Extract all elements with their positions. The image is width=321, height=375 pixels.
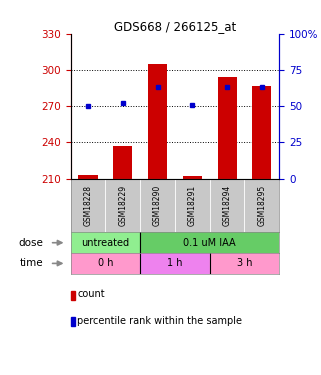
Text: GSM18290: GSM18290 bbox=[153, 185, 162, 226]
Bar bbox=[113, 146, 132, 178]
Bar bbox=[140, 232, 279, 253]
Bar bbox=[78, 175, 98, 178]
Text: time: time bbox=[20, 258, 44, 268]
Text: GSM18228: GSM18228 bbox=[83, 185, 92, 226]
Text: 0 h: 0 h bbox=[98, 258, 113, 268]
Text: untreated: untreated bbox=[81, 238, 129, 248]
Text: dose: dose bbox=[19, 238, 44, 248]
Bar bbox=[140, 253, 210, 274]
Text: percentile rank within the sample: percentile rank within the sample bbox=[77, 316, 242, 326]
Text: 0.1 uM IAA: 0.1 uM IAA bbox=[183, 238, 236, 248]
Text: 3 h: 3 h bbox=[237, 258, 252, 268]
Bar bbox=[183, 176, 202, 178]
Text: 1 h: 1 h bbox=[167, 258, 183, 268]
Bar bbox=[148, 64, 167, 178]
Bar bbox=[252, 86, 272, 178]
Text: GSM18229: GSM18229 bbox=[118, 185, 127, 226]
Text: GSM18294: GSM18294 bbox=[222, 185, 232, 226]
Title: GDS668 / 266125_at: GDS668 / 266125_at bbox=[114, 20, 236, 33]
Bar bbox=[71, 253, 140, 274]
Bar bbox=[210, 253, 279, 274]
Text: GSM18291: GSM18291 bbox=[188, 185, 197, 226]
Text: GSM18295: GSM18295 bbox=[257, 185, 266, 226]
Bar bbox=[218, 77, 237, 178]
Text: count: count bbox=[77, 290, 105, 299]
Bar bbox=[71, 232, 140, 253]
